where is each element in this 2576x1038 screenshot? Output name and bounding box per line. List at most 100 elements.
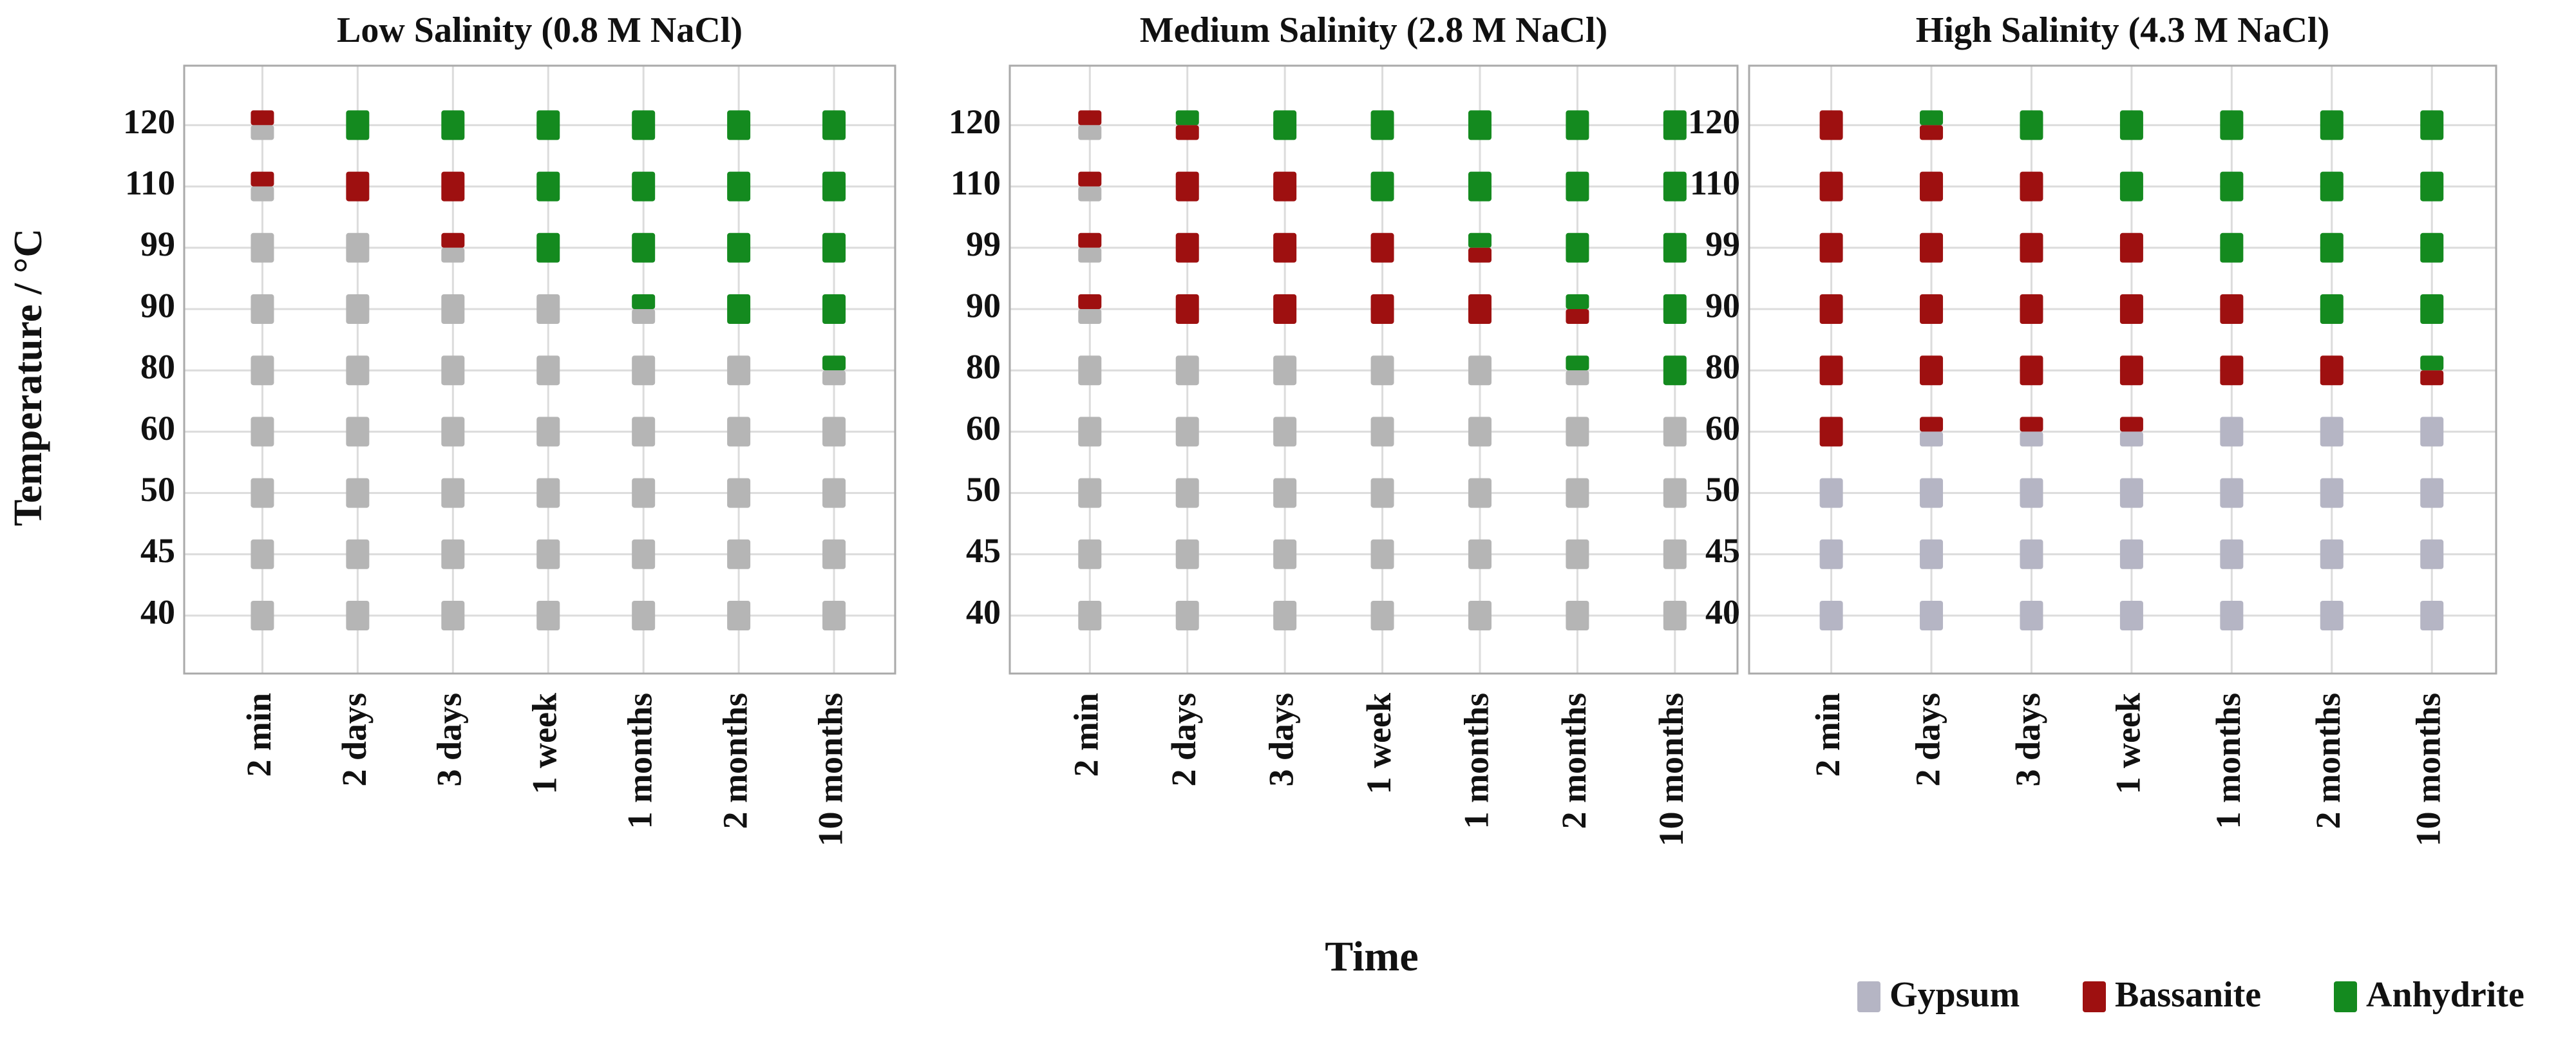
phase-marker (1078, 539, 1102, 569)
x-tick-label: 3 days (1262, 693, 1301, 787)
phase-marker (2320, 355, 2344, 386)
phase-marker (536, 171, 560, 202)
x-tick-label: 1 week (2108, 693, 2147, 794)
phase-marker (2119, 171, 2143, 202)
phase-marker (1819, 417, 1843, 447)
legend-label: Gypsum (1889, 975, 2020, 1015)
x-tick-label: 1 months (2209, 693, 2248, 829)
phase-marker (727, 232, 751, 263)
phase-marker (1078, 171, 1102, 187)
x-tick-label: 2 min (1067, 693, 1106, 777)
phase-marker (632, 539, 656, 569)
phase-marker (2220, 355, 2244, 386)
phase-marker (536, 601, 560, 630)
phase-marker (1920, 417, 1944, 432)
phase-marker (2420, 370, 2444, 386)
y-tick-label: 120 (1688, 102, 1740, 141)
phase-marker (2119, 539, 2143, 569)
phase-marker (251, 355, 274, 386)
phase-marker (2220, 110, 2244, 140)
phase-marker (1370, 601, 1394, 630)
legend-swatch (1857, 981, 1880, 1012)
phase-marker (251, 539, 274, 569)
phase-marker (1819, 601, 1843, 630)
phase-marker (2420, 294, 2444, 324)
y-tick-label: 99 (966, 225, 1001, 263)
phase-marker (1663, 110, 1687, 140)
phase-marker (1663, 294, 1687, 324)
phase-marker (251, 125, 274, 140)
phase-marker (1175, 601, 1199, 630)
phase-marker (1468, 355, 1492, 386)
phase-marker (727, 601, 751, 630)
phase-marker (536, 232, 560, 263)
phase-marker (2320, 601, 2344, 630)
phase-marker (2420, 417, 2444, 447)
phase-marker (1175, 478, 1199, 508)
phase-marker (441, 247, 465, 263)
phase-marker (2020, 294, 2043, 324)
phase-marker (822, 294, 846, 324)
legend-label: Anhydrite (2366, 975, 2524, 1015)
phase-marker (1175, 110, 1199, 126)
phase-marker (1370, 294, 1394, 324)
phase-marker (2020, 601, 2043, 630)
y-tick-label: 50 (140, 470, 175, 509)
phase-marker (2220, 478, 2244, 508)
phase-marker (1078, 125, 1102, 140)
phase-marker (346, 110, 370, 140)
phase-marker (1078, 417, 1102, 447)
phase-marker (251, 171, 274, 187)
y-tick-label: 80 (1705, 348, 1740, 386)
phase-marker (251, 186, 274, 202)
phase-marker (632, 232, 656, 263)
phase-marker (2220, 171, 2244, 202)
phase-marker (632, 309, 656, 324)
x-tick-label: 2 min (1808, 693, 1847, 777)
phase-marker (1920, 125, 1944, 140)
phase-marker (1370, 171, 1394, 202)
phase-marker (1663, 478, 1687, 508)
phase-marker (2119, 294, 2143, 324)
phase-marker (727, 171, 751, 202)
phase-marker (1370, 355, 1394, 386)
phase-marker (2119, 110, 2143, 140)
phase-marker (1175, 355, 1199, 386)
y-tick-label: 45 (966, 531, 1001, 570)
y-tick-label: 60 (1705, 409, 1740, 448)
legend-label: Bassanite (2115, 975, 2261, 1015)
phase-marker (1663, 417, 1687, 447)
phase-marker (1566, 309, 1589, 324)
phase-marker (2020, 431, 2043, 447)
phase-marker (1273, 355, 1297, 386)
phase-marker (1819, 539, 1843, 569)
y-tick-label: 99 (1705, 225, 1740, 263)
phase-marker (1078, 294, 1102, 309)
phase-marker (1819, 294, 1843, 324)
phase-marker (1566, 355, 1589, 371)
y-tick-label: 90 (140, 286, 175, 325)
phase-marker (1663, 355, 1687, 386)
phase-marker (1468, 478, 1492, 508)
phase-marker (2119, 478, 2143, 508)
phase-marker (1819, 355, 1843, 386)
plot-frame (1009, 64, 1739, 675)
x-tick-label: 1 months (621, 693, 659, 829)
x-tick-label: 2 min (240, 693, 278, 777)
phase-marker (822, 355, 846, 371)
phase-marker (2420, 539, 2444, 569)
phase-marker (346, 601, 370, 630)
y-tick-label: 80 (140, 348, 175, 386)
phase-marker (1819, 110, 1843, 140)
x-tick-label: 2 days (1908, 693, 1947, 787)
phase-marker (1273, 232, 1297, 263)
phase-marker (632, 601, 656, 630)
phase-marker (1920, 171, 1944, 202)
phase-marker (2119, 355, 2143, 386)
x-axis-label: Time (1325, 933, 1418, 980)
phase-marker (2320, 232, 2344, 263)
x-tick-label: 1 week (1359, 693, 1398, 794)
phase-marker (1273, 539, 1297, 569)
phase-marker (1468, 294, 1492, 324)
y-tick-label: 99 (140, 225, 175, 263)
